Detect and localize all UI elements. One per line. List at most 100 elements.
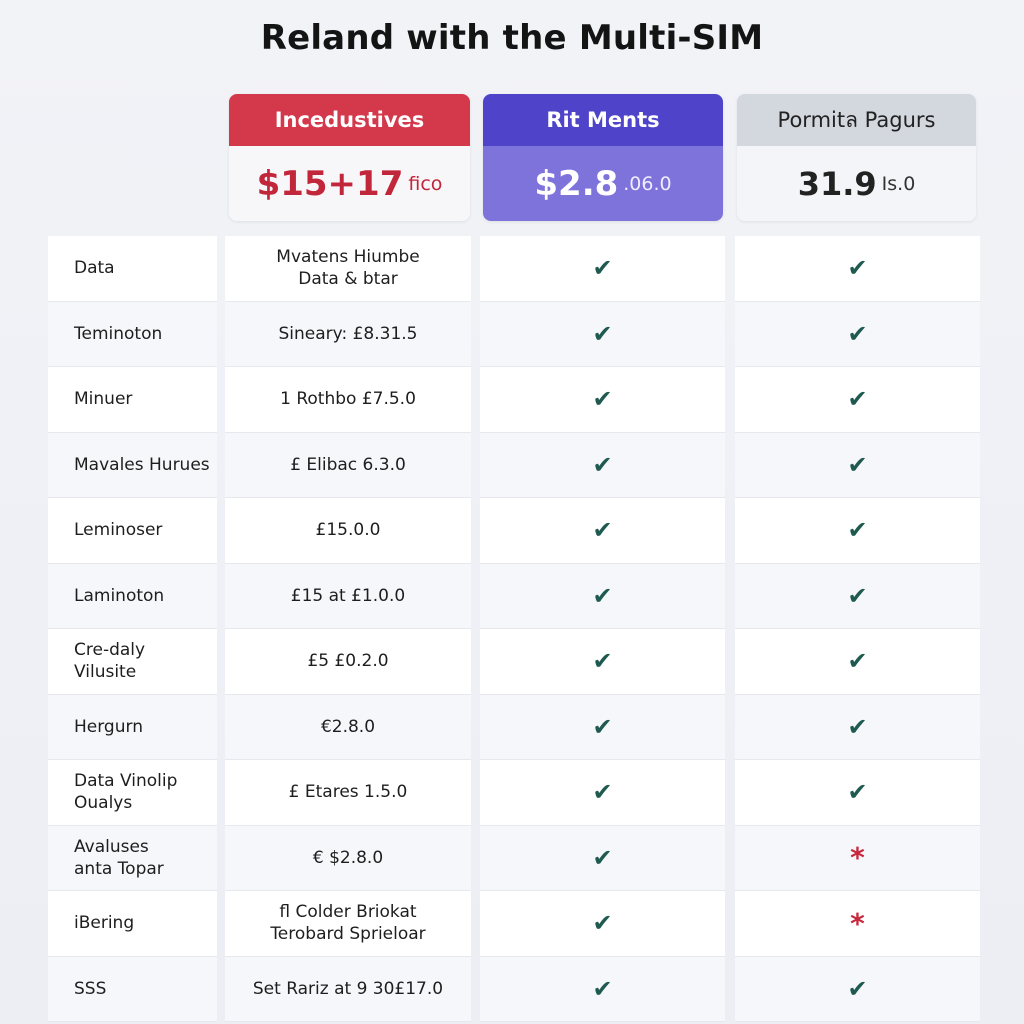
plan2-cell: ✔ [480,498,725,564]
plan-name: Pormitล Pagurs [737,94,976,146]
table-row: Mavales Hurues £ Elibac 6.3.0 ✔ ✔ [48,432,980,498]
price-cell: fl Colder Briokat Terobard Sprieloar [225,891,471,957]
table-row: Data Mvatens Hiumbe Data & btar ✔ ✔ [48,236,980,302]
price-cell-text: 1 Rothbo £7.5.0 [280,389,416,410]
feature-label-text: Data [74,258,115,279]
table-row: Laminoton £15 at £1.0.0 ✔ ✔ [48,563,980,629]
price-cell-text: £ Etares 1.5.0 [288,782,408,803]
plan3-cell: ✔ [735,367,980,433]
plan3-cell: * [735,891,980,957]
price-cell-text: £15 at £1.0.0 [290,585,406,606]
feature-label: Laminoton [48,563,217,629]
price-cell-text: €2.8.0 [320,716,376,737]
plan-price-suffix: fico [408,172,443,195]
feature-label: Cre-daly Vilusite [48,629,217,695]
price-cell-text: £15.0.0 [315,520,381,541]
plan2-cell: ✔ [480,629,725,695]
price-cell: €2.8.0 [225,694,471,760]
table-row: Leminoser £15.0.0 ✔ ✔ [48,498,980,564]
price-cell-text: Sineary: £8.31.5 [278,323,418,344]
table-row: Cre-daly Vilusite £5 £0.2.0 ✔ ✔ [48,629,980,695]
plan-card-3[interactable]: Pormitล Pagurs 31.9 Is.0 [737,94,976,221]
feature-label: Hergurn [48,694,217,760]
check-icon: ✔ [847,974,868,1003]
feature-label-text: Avaluses anta Topar [74,836,164,879]
plan3-cell: ✔ [735,301,980,367]
plan3-cell: ✔ [735,629,980,695]
plan-name: Rit Ments [483,94,723,146]
feature-label: Data [48,236,217,302]
price-cell: £5 £0.2.0 [225,629,471,695]
feature-table: Data Mvatens Hiumbe Data & btar ✔ ✔ Teminoto… [48,236,980,1022]
feature-label-text: Hergurn [74,716,143,737]
feature-label-text: Leminoser [74,520,163,541]
plan-price-value: $15+17 [256,163,404,204]
feature-label-text: Mavales Hurues [74,454,210,475]
price-cell: Mvatens Hiumbe Data & btar [225,236,471,302]
check-icon: ✔ [592,581,613,610]
check-icon: ✔ [847,581,868,610]
plan2-cell: ✔ [480,301,725,367]
plan-price: $15+17 fico [229,146,470,221]
feature-label-text: Laminoton [74,585,165,606]
price-cell: £ Elibac 6.3.0 [225,432,471,498]
check-icon: ✔ [847,647,868,676]
feature-label: Leminoser [48,498,217,564]
price-cell: £ Etares 1.5.0 [225,760,471,826]
check-icon: ✔ [847,712,868,741]
price-cell: Sineary: £8.31.5 [225,301,471,367]
plan3-cell: ✔ [735,956,980,1022]
feature-label-text: Data Vinolip Oualys [74,771,178,814]
check-icon: ✔ [847,385,868,414]
table-row: Data Vinolip Oualys £ Etares 1.5.0 ✔ ✔ [48,760,980,826]
plan3-cell: ✔ [735,498,980,564]
plan2-cell: ✔ [480,432,725,498]
table-row: Minuer 1 Rothbo £7.5.0 ✔ ✔ [48,367,980,433]
feature-label-text: Teminoton [74,323,163,344]
plan2-cell: ✔ [480,236,725,302]
check-icon: ✔ [592,712,613,741]
check-icon: ✔ [847,319,868,348]
table-row: Teminoton Sineary: £8.31.5 ✔ ✔ [48,301,980,367]
check-icon: ✔ [592,974,613,1003]
check-icon: ✔ [592,909,613,938]
check-icon: ✔ [592,516,613,545]
price-cell: 1 Rothbo £7.5.0 [225,367,471,433]
price-cell: € $2.8.0 [225,825,471,891]
check-icon: ✔ [847,450,868,479]
plan-price-value: $2.8 [534,163,619,204]
feature-label: SSS [48,956,217,1022]
plan2-cell: ✔ [480,694,725,760]
price-cell-text: fl Colder Briokat Terobard Sprieloar [270,902,426,945]
plan3-cell: ✔ [735,760,980,826]
table-row: SSS Set Rariz at 9 30£17.0 ✔ ✔ [48,956,980,1022]
plan3-cell: ✔ [735,432,980,498]
feature-label: Data Vinolip Oualys [48,760,217,826]
check-icon: ✔ [847,254,868,283]
feature-label: Avaluses anta Topar [48,825,217,891]
plan-price-value: 31.9 [797,164,877,203]
plan2-cell: ✔ [480,367,725,433]
plan-card-1[interactable]: Incedustives $15+17 fico [229,94,470,221]
check-icon: ✔ [592,778,613,807]
page-title: Reland with the Multi-SIM [260,18,764,58]
check-icon: ✔ [592,843,613,872]
feature-label: Minuer [48,367,217,433]
check-icon: ✔ [592,254,613,283]
plan-name: Incedustives [229,94,470,146]
price-cell-text: £ Elibac 6.3.0 [290,454,406,475]
price-cell-text: Set Rariz at 9 30£17.0 [252,978,444,999]
plan-price-suffix: .06.0 [623,172,672,195]
plan2-cell: ✔ [480,956,725,1022]
plan-price: $2.8 .06.0 [483,146,723,221]
plan-card-2[interactable]: Rit Ments $2.8 .06.0 [483,94,723,221]
check-icon: ✔ [592,647,613,676]
feature-label-text: iBering [74,913,135,934]
price-cell: Set Rariz at 9 30£17.0 [225,956,471,1022]
table-row: Avaluses anta Topar € $2.8.0 ✔ * [48,825,980,891]
feature-label-text: Cre-daly Vilusite [74,640,146,683]
price-cell-text: £5 £0.2.0 [307,651,389,672]
price-cell-text: € $2.8.0 [312,847,384,868]
feature-label: iBering [48,891,217,957]
